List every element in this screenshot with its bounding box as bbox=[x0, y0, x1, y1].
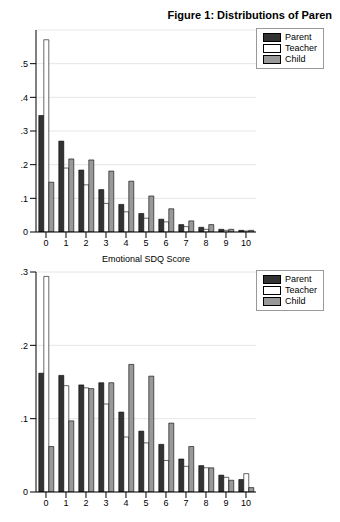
html-text:Teacher: Teacher bbox=[285, 285, 317, 295]
svg-text:6: 6 bbox=[163, 498, 168, 508]
svg-text:5: 5 bbox=[143, 498, 148, 508]
svg-text:9: 9 bbox=[223, 238, 228, 248]
svg-text:7: 7 bbox=[183, 238, 188, 248]
svg-text:.4: .4 bbox=[20, 93, 28, 103]
svg-text:2: 2 bbox=[83, 238, 88, 248]
svg-text:1: 1 bbox=[63, 238, 68, 248]
svg-text:10: 10 bbox=[241, 498, 251, 508]
svg-text:9: 9 bbox=[223, 498, 228, 508]
html-text:Figure 1: Distributions of Par: Figure 1: Distributions of Paren bbox=[167, 9, 332, 21]
svg-text:.3: .3 bbox=[20, 267, 28, 277]
svg-text:.2: .2 bbox=[20, 160, 28, 170]
html-text:Parent: Parent bbox=[285, 32, 312, 42]
html-text:Parent: Parent bbox=[285, 274, 312, 284]
svg-text:.1: .1 bbox=[20, 414, 28, 424]
svg-text:3: 3 bbox=[103, 498, 108, 508]
svg-text:8: 8 bbox=[203, 238, 208, 248]
svg-text:6: 6 bbox=[163, 238, 168, 248]
svg-text:4: 4 bbox=[123, 238, 128, 248]
svg-text:0: 0 bbox=[23, 227, 28, 237]
svg-text:10: 10 bbox=[241, 238, 251, 248]
svg-text:.5: .5 bbox=[20, 59, 28, 69]
svg-text:1: 1 bbox=[63, 498, 68, 508]
svg-text:.3: .3 bbox=[20, 126, 28, 136]
svg-text:8: 8 bbox=[203, 498, 208, 508]
html-text:Child: Child bbox=[285, 296, 306, 306]
svg-text:2: 2 bbox=[83, 498, 88, 508]
html-text:Teacher: Teacher bbox=[285, 43, 317, 53]
svg-text:0: 0 bbox=[43, 238, 48, 248]
svg-text:7: 7 bbox=[183, 498, 188, 508]
svg-text:0: 0 bbox=[43, 498, 48, 508]
svg-text:3: 3 bbox=[103, 238, 108, 248]
svg-text:.1: .1 bbox=[20, 194, 28, 204]
svg-text:0: 0 bbox=[23, 487, 28, 497]
html-text:Child: Child bbox=[285, 54, 306, 64]
svg-text:Emotional SDQ Score: Emotional SDQ Score bbox=[102, 254, 190, 264]
svg-text:4: 4 bbox=[123, 498, 128, 508]
svg-text:.2: .2 bbox=[20, 341, 28, 351]
svg-text:5: 5 bbox=[143, 238, 148, 248]
